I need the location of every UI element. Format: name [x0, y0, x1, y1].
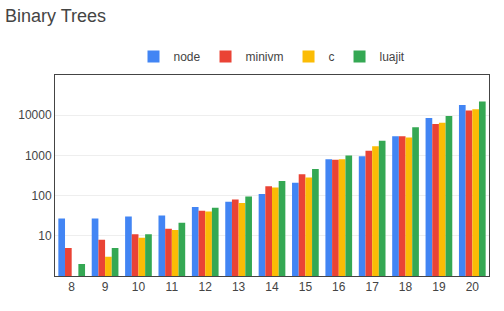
- svg-text:minivm: minivm: [246, 50, 284, 64]
- svg-text:20: 20: [466, 280, 480, 294]
- svg-text:10: 10: [38, 229, 52, 243]
- svg-text:17: 17: [365, 280, 379, 294]
- svg-text:100: 100: [32, 189, 52, 203]
- svg-text:11: 11: [166, 280, 179, 294]
- svg-text:18: 18: [399, 280, 413, 294]
- svg-text:16: 16: [332, 280, 346, 294]
- svg-text:8: 8: [68, 280, 75, 294]
- svg-text:9: 9: [102, 280, 109, 294]
- svg-text:10000: 10000: [18, 108, 52, 122]
- svg-text:12: 12: [199, 280, 213, 294]
- svg-text:15: 15: [299, 280, 313, 294]
- svg-text:node: node: [174, 50, 201, 64]
- svg-text:Binary Trees: Binary Trees: [5, 6, 106, 26]
- svg-text:1000: 1000: [25, 149, 52, 163]
- svg-text:c: c: [329, 50, 335, 64]
- svg-text:10: 10: [132, 280, 146, 294]
- svg-text:19: 19: [432, 280, 446, 294]
- svg-text:luajit: luajit: [380, 50, 405, 64]
- svg-text:14: 14: [265, 280, 279, 294]
- svg-text:13: 13: [232, 280, 246, 294]
